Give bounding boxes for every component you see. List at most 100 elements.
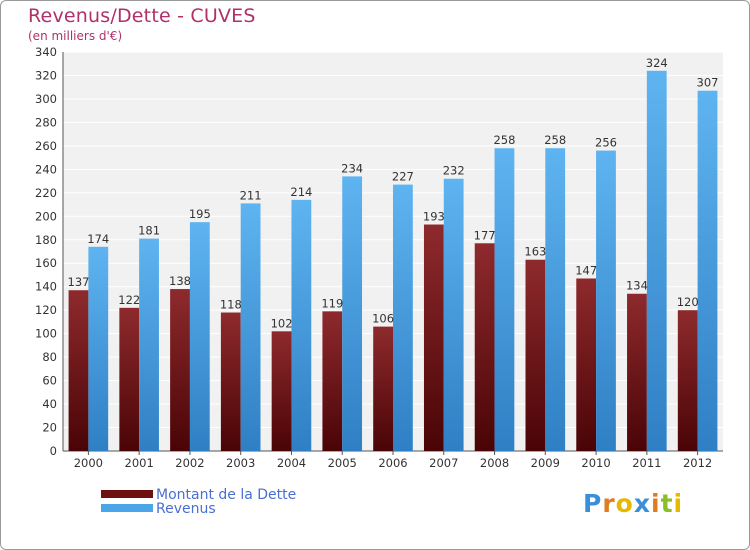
y-tick-label: 320: [35, 68, 57, 82]
bar-dette: [220, 312, 241, 451]
bar-revenus: [494, 148, 515, 451]
data-label-dette: 163: [524, 245, 546, 259]
data-label-dette: 193: [423, 210, 445, 224]
data-label-dette: 134: [626, 279, 648, 293]
x-tick-label: 2001: [125, 456, 154, 470]
legend-label-revenus: Revenus: [156, 501, 216, 517]
bar-dette: [322, 311, 343, 451]
bar-dette: [474, 243, 495, 451]
x-tick-label: 2009: [531, 456, 560, 470]
y-tick-label: 0: [50, 444, 57, 458]
data-label-revenus: 307: [697, 76, 719, 90]
data-label-dette: 122: [118, 293, 140, 307]
bar-revenus: [646, 70, 667, 451]
y-tick-label: 280: [35, 115, 57, 129]
logo-letter: t: [660, 489, 674, 518]
data-label-revenus: 324: [646, 56, 668, 70]
data-label-revenus: 232: [443, 164, 465, 178]
y-tick-label: 340: [35, 45, 57, 59]
logo-letter: P: [583, 489, 603, 518]
data-label-dette: 119: [321, 296, 343, 310]
legend-swatch-revenus: [101, 504, 153, 512]
bar-revenus: [291, 199, 312, 451]
data-labels: 137 174 122 181 138 195 118 211 102 214 119 234 106 2…: [68, 56, 719, 331]
data-label-dette: 118: [220, 298, 242, 312]
bar-revenus: [139, 238, 159, 451]
bar-revenus: [443, 178, 464, 451]
data-label-revenus: 181: [138, 224, 160, 238]
y-tick-label: 160: [35, 256, 57, 270]
bar-dette: [423, 224, 444, 451]
data-label-dette: 102: [271, 316, 293, 330]
legend-label-dette: Montant de la Dette: [156, 487, 297, 503]
data-label-revenus: 195: [189, 207, 211, 221]
bar-revenus: [545, 148, 566, 451]
logo-letter: r: [602, 489, 616, 518]
bar-dette: [68, 290, 89, 451]
x-tick-label: 2002: [175, 456, 204, 470]
data-label-dette: 147: [575, 263, 597, 277]
bar-revenus: [240, 203, 261, 451]
y-tick-label: 220: [35, 186, 57, 200]
bar-revenus: [393, 184, 413, 451]
y-tick-label: 180: [35, 233, 57, 247]
bar-dette: [119, 307, 140, 451]
x-tick-label: 2010: [581, 456, 610, 470]
x-tick-label: 2007: [429, 456, 458, 470]
y-tick-label: 240: [35, 162, 57, 176]
data-label-revenus: 258: [493, 133, 515, 147]
bar-dette: [373, 326, 393, 451]
y-tick-label: 100: [35, 327, 57, 341]
logo-letter: i: [673, 489, 684, 518]
data-label-dette: 106: [372, 312, 394, 326]
bar-dette: [576, 278, 597, 451]
y-tick-label: 140: [35, 280, 57, 294]
data-label-dette: 138: [169, 274, 191, 288]
bar-dette: [677, 310, 698, 451]
legend-swatch-dette: [101, 490, 153, 498]
y-tick-label: 40: [42, 397, 57, 411]
proxiti-logo: Proxiti: [583, 489, 683, 518]
data-label-dette: 120: [677, 295, 699, 309]
logo-letter: o: [615, 489, 634, 518]
data-label-revenus: 211: [240, 188, 262, 202]
data-label-dette: 137: [68, 275, 90, 289]
data-label-revenus: 214: [290, 185, 312, 199]
bar-dette: [170, 289, 190, 451]
x-tick-label: 2005: [328, 456, 357, 470]
bar-dette: [271, 331, 292, 451]
logo-letter: x: [633, 489, 651, 518]
y-tick-label: 60: [42, 374, 57, 388]
bar-revenus: [189, 222, 210, 451]
x-tick-label: 2012: [683, 456, 712, 470]
data-label-revenus: 258: [544, 133, 566, 147]
bar-dette: [525, 259, 546, 451]
y-tick-label: 120: [35, 303, 57, 317]
x-tick-label: 2011: [632, 456, 661, 470]
x-tick-label: 2000: [74, 456, 103, 470]
data-label-revenus: 174: [87, 232, 109, 246]
bar-revenus: [88, 246, 109, 451]
x-tick-label: 2006: [378, 456, 407, 470]
logo-letter: i: [651, 489, 661, 518]
x-tick-label: 2004: [277, 456, 306, 470]
data-label-revenus: 227: [392, 170, 414, 184]
chart-subtitle: (en milliers d'€): [28, 29, 123, 43]
y-tick-label: 260: [35, 139, 57, 153]
y-tick-label: 200: [35, 209, 57, 223]
chart-title: Revenus/Dette - CUVES: [28, 5, 256, 27]
data-label-revenus: 256: [595, 136, 617, 150]
bar-dette: [627, 293, 647, 451]
data-label-revenus: 234: [341, 161, 363, 175]
bar-revenus: [342, 176, 363, 452]
x-axis-ticks: 2000 2001 2002 2003 2004 2005 2006 2007 2008 2009…: [74, 451, 712, 470]
y-tick-label: 300: [35, 92, 57, 106]
bar-revenus: [697, 90, 718, 451]
y-axis-ticks: 0 20 40 60 80 100 120 140 160 180 200 220 240 260 280 3…: [35, 45, 57, 458]
bars: [68, 70, 718, 452]
bar-revenus: [596, 150, 616, 451]
data-label-dette: 177: [474, 228, 496, 242]
y-tick-label: 80: [42, 350, 57, 364]
